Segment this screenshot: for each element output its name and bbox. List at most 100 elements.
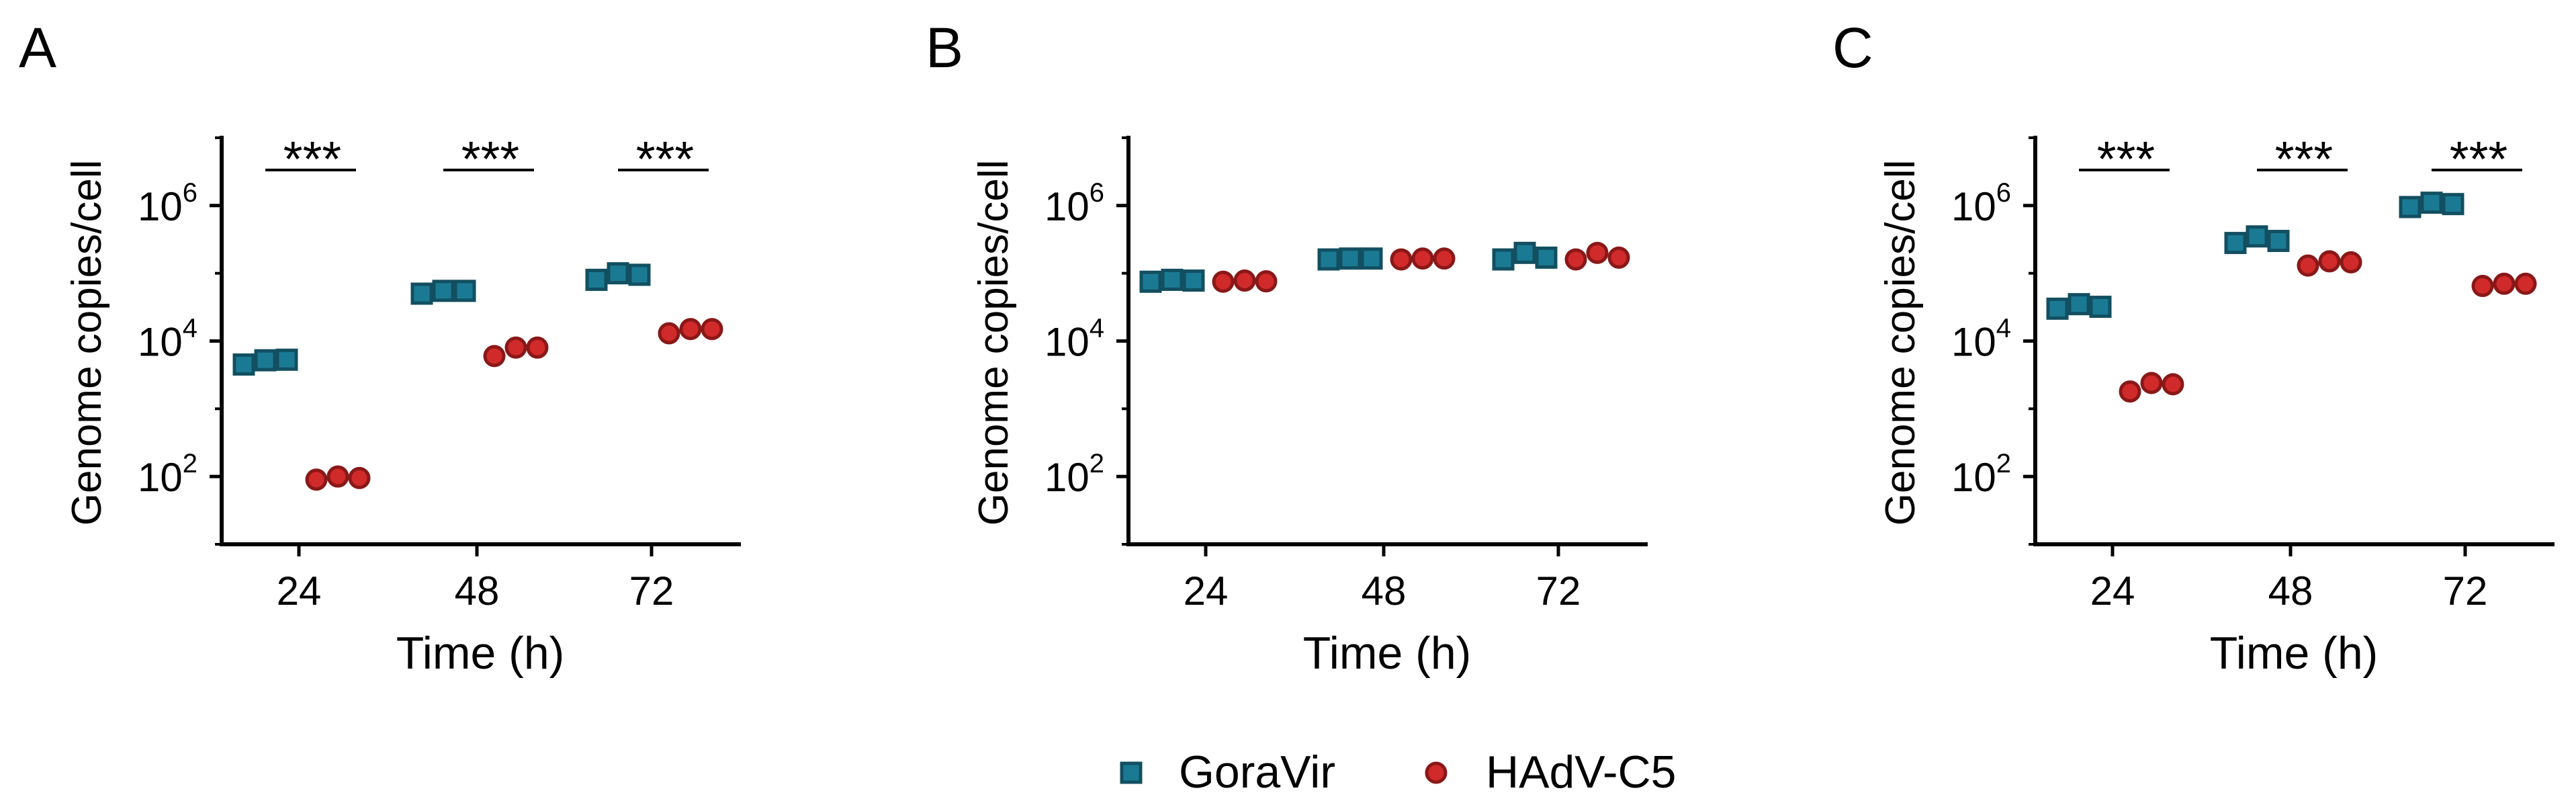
significance-labels-c: *** *** *** [2097, 131, 2507, 187]
x-tick-label: 24 [1184, 568, 1229, 614]
y-axis-label-b: Genome copies/cell [971, 160, 1017, 526]
hadv-c5-point [2162, 373, 2184, 396]
y-tick-label: 104 [1045, 314, 1104, 365]
panel-b: B Genome copies/cell Time (h) 102 104 10… [926, 16, 1648, 679]
significance-label: *** [283, 131, 341, 187]
hadv-c5-point [701, 318, 723, 341]
plot-marks-a [210, 136, 741, 556]
hadv-c5-point [1212, 270, 1235, 293]
significance-label: *** [2450, 131, 2507, 187]
plot-marks-b [1116, 136, 1648, 556]
hadv-c5-point [2318, 250, 2341, 273]
goravir-point [1513, 241, 1536, 264]
hadv-c5-point [526, 336, 549, 359]
x-axis-label-b: Time (h) [1303, 628, 1472, 679]
significance-label: *** [461, 131, 519, 187]
hadv-c5-point [1233, 269, 1256, 292]
goravir-point [254, 349, 277, 372]
legend-label-goravir: GoraVir [1179, 747, 1335, 798]
goravir-point [1339, 247, 1362, 270]
x-tick-label: 48 [455, 568, 500, 614]
x-axis-label-a: Time (h) [396, 628, 565, 679]
hadv-c5-point [348, 466, 371, 489]
panel-label-b: B [926, 16, 963, 79]
goravir-point [2246, 225, 2268, 248]
goravir-point [1139, 270, 1162, 293]
goravir-point [628, 263, 651, 286]
y-axis-label-c: Genome copies/cell [1877, 160, 1924, 526]
x-tick-label: 72 [629, 568, 674, 614]
goravir-point [1535, 246, 1558, 269]
hadv-c5-point [2514, 272, 2537, 295]
goravir-point [1161, 268, 1184, 291]
hadv-c5-point [1433, 247, 1456, 270]
hadv-c5-point [2140, 372, 2163, 394]
goravir-point [1182, 269, 1205, 292]
legend-label-hadv-c5: HAdV-C5 [1486, 747, 1676, 798]
goravir-point [2068, 293, 2090, 316]
legend-swatch-square [1120, 761, 1143, 784]
y-tick-label: 102 [1045, 449, 1104, 500]
goravir-point [2442, 193, 2464, 216]
hadv-c5-point [658, 322, 680, 345]
legend-swatch-circle [1425, 761, 1448, 784]
hadv-c5-point [1607, 246, 1630, 269]
significance-label: *** [2097, 131, 2155, 187]
hadv-c5-point [2471, 275, 2494, 298]
x-tick-labels-c: 24 48 72 [2090, 568, 2488, 614]
significance-labels-a: *** *** *** [283, 131, 694, 187]
hadv-c5-point [1564, 248, 1587, 271]
goravir-point [607, 262, 629, 285]
y-tick-labels-c: 102 104 106 [1951, 178, 2011, 500]
hadv-c5-point [2493, 272, 2516, 295]
significance-label: *** [636, 131, 694, 187]
y-tick-label: 106 [1951, 178, 2011, 229]
goravir-point [2046, 297, 2069, 320]
goravir-point [2224, 232, 2247, 255]
panel-label-a: A [19, 16, 56, 79]
goravir-point [1492, 248, 1515, 271]
x-tick-labels-a: 24 48 72 [277, 568, 674, 614]
goravir-point [2420, 192, 2443, 214]
y-tick-label: 104 [1951, 314, 2011, 365]
y-axis-label-a: Genome copies/cell [64, 160, 110, 526]
panel-c: C Genome copies/cell Time (h) 102 104 10… [1832, 16, 2555, 679]
hadv-c5-point [679, 318, 702, 341]
goravir-point [585, 268, 608, 291]
goravir-point [275, 348, 298, 371]
hadv-c5-point [305, 468, 328, 491]
goravir-point [232, 353, 255, 376]
goravir-point [453, 280, 476, 302]
legend: GoraVir HAdV-C5 [1120, 747, 1676, 798]
goravir-point [2267, 230, 2290, 253]
y-tick-label: 106 [138, 178, 197, 229]
goravir-point [2399, 196, 2422, 218]
plot-marks-c [2023, 136, 2555, 556]
x-tick-label: 72 [1536, 568, 1581, 614]
hadv-c5-point [2340, 251, 2362, 273]
x-tick-label: 24 [277, 568, 322, 614]
y-tick-label: 106 [1045, 178, 1104, 229]
goravir-point [2089, 296, 2112, 319]
legend-item-hadv-c5: HAdV-C5 [1425, 747, 1676, 798]
hadv-c5-point [2119, 380, 2141, 403]
x-tick-label: 48 [1362, 568, 1407, 614]
y-tick-label: 102 [138, 449, 197, 500]
x-axis-label-c: Time (h) [2210, 628, 2379, 679]
hadv-c5-point [1255, 270, 1278, 293]
goravir-point [410, 282, 433, 305]
x-tick-label: 72 [2443, 568, 2488, 614]
significance-label: *** [2275, 131, 2333, 187]
hadv-c5-point [1411, 247, 1434, 270]
hadv-c5-point [504, 336, 527, 359]
hadv-c5-point [326, 465, 349, 488]
y-tick-label: 104 [138, 314, 197, 365]
hadv-c5-point [2297, 254, 2319, 277]
panel-a: A Genome copies/cell Time (h) 102 104 10… [19, 16, 741, 679]
panel-label-c: C [1832, 16, 1873, 79]
y-tick-labels-b: 102 104 106 [1045, 178, 1104, 500]
hadv-c5-point [483, 345, 506, 368]
goravir-point [1317, 248, 1340, 271]
hadv-c5-point [1390, 248, 1413, 271]
